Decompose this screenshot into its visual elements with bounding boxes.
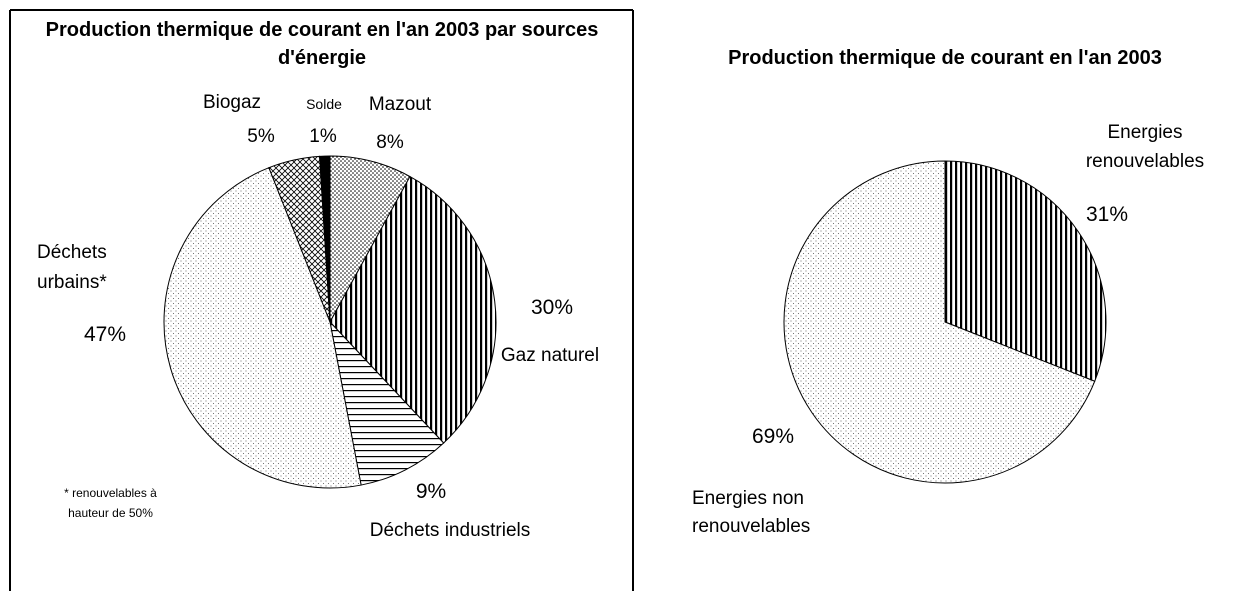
value-label: 9%: [415, 480, 447, 503]
slice-label: Energies non renouvelables: [692, 488, 811, 537]
pie-slice: [783, 160, 1096, 484]
slice-label: Déchets urbains*: [37, 242, 107, 293]
pie-slice: [329, 175, 497, 444]
chart-title: Production thermique de courant en l'an …: [728, 47, 1162, 69]
value-label: 30%: [530, 296, 574, 319]
value-label: 31%: [1085, 203, 1129, 226]
pie-slice: [163, 167, 362, 489]
value-label: 1%: [309, 126, 337, 147]
pie-slice: [944, 160, 1107, 382]
slice-label: Gaz naturel: [500, 345, 600, 366]
value-label: 5%: [247, 126, 275, 147]
pie-slice: [319, 155, 331, 323]
slice-label: Biogaz: [202, 92, 262, 113]
pie-slice: [329, 320, 445, 486]
slice-label: Mazout: [368, 94, 432, 115]
slice-label: Solde: [306, 96, 342, 112]
chart-title: Production thermique de courant en l'an …: [45, 19, 599, 69]
footnote: * renouvelables à hauteur de 50%: [64, 486, 157, 520]
value-label: 69%: [751, 425, 795, 448]
slice-label: Déchets industriels: [369, 520, 531, 541]
value-label: 8%: [376, 132, 404, 153]
slice-label: Energies renouvelables: [1085, 122, 1205, 172]
value-label: 47%: [83, 323, 127, 346]
